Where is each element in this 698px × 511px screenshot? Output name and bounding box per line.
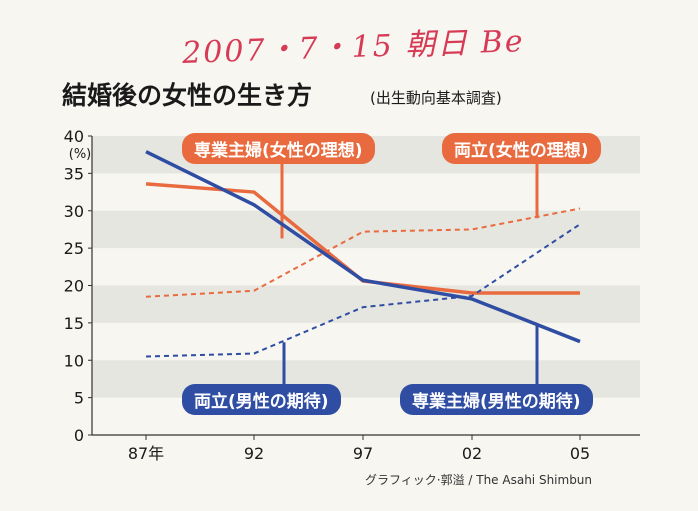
y-tick-label: 40: [64, 127, 84, 146]
y-tick-label: 15: [64, 314, 84, 333]
series-label-both-women-ideal: 両立(女性の理想): [442, 133, 601, 164]
y-tick-label: 5: [74, 389, 84, 408]
series-label-both-men-expect: 両立(男性の期待): [182, 384, 341, 415]
series-label-housewife-men-expect: 専業主婦(男性の期待): [400, 384, 593, 415]
chart-title: 結婚後の女性の生き方: [62, 81, 313, 110]
y-tick-label: 20: [64, 277, 84, 296]
chart-subtitle: (出生動向基本調査): [370, 89, 502, 107]
grid-band: [92, 210, 640, 249]
x-tick-label: 92: [244, 444, 264, 463]
line-both-men-expect: [145, 223, 581, 358]
y-tick-label: 25: [64, 239, 84, 258]
series-label-housewife-women-ideal: 専業主婦(女性の理想): [182, 133, 375, 164]
x-tick-label: 87年: [128, 444, 164, 463]
grid-band: [92, 285, 640, 323]
x-tick-label: 05: [570, 444, 590, 463]
y-tick-label: 35: [64, 164, 84, 183]
y-tick-label: 10: [64, 351, 84, 370]
y-axis-unit: (%): [69, 147, 92, 162]
y-tick-label: 30: [64, 202, 84, 221]
y-tick-label: 0: [74, 426, 84, 445]
x-tick-label: 97: [353, 444, 373, 463]
line-housewife-men-expect: [145, 150, 581, 344]
line-both-women-ideal: [145, 207, 581, 298]
x-tick-label: 02: [462, 444, 482, 463]
credit-text: グラフィック·郭溢 / The Asahi Shimbun: [365, 473, 593, 487]
